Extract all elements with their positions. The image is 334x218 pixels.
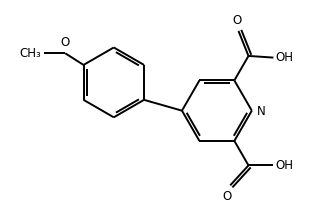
Text: O: O: [222, 190, 231, 203]
Text: N: N: [257, 105, 265, 118]
Text: OH: OH: [275, 51, 293, 64]
Text: OH: OH: [275, 159, 293, 172]
Text: O: O: [60, 36, 70, 49]
Text: O: O: [232, 14, 241, 27]
Text: CH₃: CH₃: [19, 47, 41, 60]
